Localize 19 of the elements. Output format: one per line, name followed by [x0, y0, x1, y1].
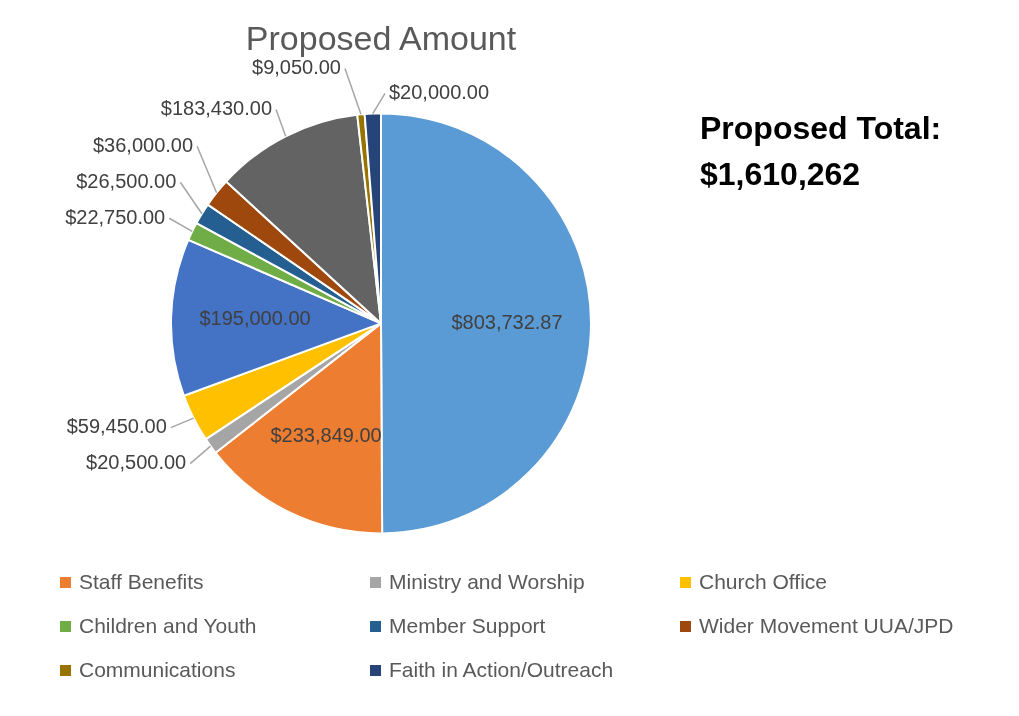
legend-label: Church Office: [699, 570, 827, 594]
legend-label: Wider Movement UUA/JPD: [699, 614, 954, 638]
data-label: $233,849.00: [270, 424, 382, 447]
data-label: $26,500.00: [76, 169, 177, 192]
legend-label: Children and Youth: [79, 614, 257, 638]
data-label: $36,000.00: [92, 133, 194, 156]
legend-label: Ministry and Worship: [389, 570, 585, 594]
data-label: $59,450.00: [66, 415, 167, 438]
legend-label: Member Support: [389, 614, 546, 638]
data-label: $20,000.00: [389, 80, 490, 103]
text: Proposed Total: $1,610,262: [700, 109, 942, 192]
data-label: $22,750.00: [65, 205, 166, 228]
data-label: $803,732.87: [451, 310, 563, 333]
legend-label: Communications: [79, 658, 236, 682]
legend-label: Staff Benefits: [79, 570, 204, 594]
data-label: $195,000.00: [199, 307, 311, 330]
legend-label: Faith in Action/Outreach: [389, 658, 614, 682]
data-label: $183,430.00: [160, 97, 273, 120]
data-label: $20,500.00: [86, 451, 187, 474]
